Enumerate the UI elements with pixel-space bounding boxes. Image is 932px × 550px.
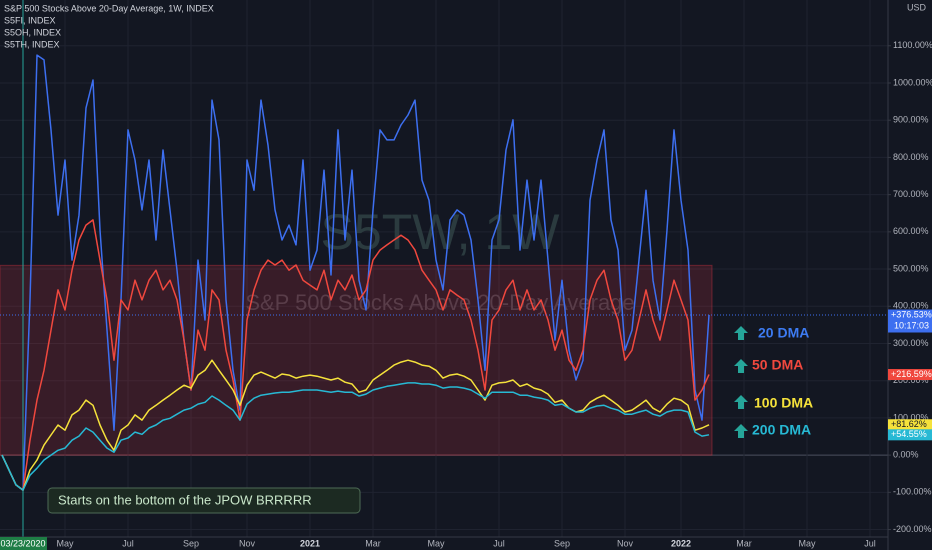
watermark-symbol: S5TW, 1W [321,204,561,260]
y-tick-label: 300.00% [893,338,929,348]
shaded-range [0,264,713,456]
last-value-label: +81.62% [891,419,927,429]
x-tick-label: May [56,538,74,548]
legend-entry: S5OH, INDEX [4,27,61,37]
x-tick-label: 2022 [671,538,691,548]
y-tick-label: -200.00% [893,524,932,534]
annotation: 50 DMA [752,357,803,373]
last-value-box [888,369,932,381]
x-tick-label: 03/23/2020 [0,538,45,548]
annotation: 20 DMA [758,325,809,341]
x-tick-label: Mar [736,538,752,548]
x-tick-label: Jul [122,538,134,548]
legend-title: S&P 500 Stocks Above 20-Day Average, 1W,… [4,3,214,13]
x-tick-label: Jul [493,538,505,548]
x-tick-label: Jul [864,538,876,548]
y-tick-label: 500.00% [893,263,929,273]
last-value-label: +376.53% [891,309,932,319]
x-tick-label: Mar [365,538,381,548]
arrow-icon [734,359,748,373]
last-value-label: +216.59% [891,369,932,379]
series-line [1,382,710,491]
y-tick-label: -100.00% [893,487,932,497]
last-value-label: +54.55% [891,429,927,439]
x-tick-label: Nov [617,538,634,548]
plot [0,0,888,537]
axes: -200.00% -100.00% 0.00% 100.00% 200.00% 300.0… [0,40,932,550]
arrow-icon [734,424,748,438]
last-value-box [888,309,932,333]
last-value-box [888,419,932,431]
callout-box [47,487,361,514]
y-tick-label: 800.00% [893,152,929,162]
x-tick-label: Nov [239,538,256,548]
arrow-icon [734,395,748,409]
x-tick-label: Sep [183,538,199,548]
currency-label: USD [907,2,927,12]
arrow-icon [734,326,748,340]
y-tick-label: 200.00% [893,375,929,385]
y-tick-label: 900.00% [893,115,929,125]
y-tick-label: 400.00% [893,301,929,311]
legend-entry: S5FI, INDEX [4,15,56,25]
y-tick-label: 1000.00% [893,77,932,87]
crosshair-label-box [0,537,47,550]
series-line [1,219,710,491]
y-tick-label: 1100.00% [893,40,932,50]
x-tick-label: 2021 [300,538,320,548]
x-tick-label: May [427,538,445,548]
y-tick-label: 0.00% [893,450,919,460]
x-tick-label: May [798,538,816,548]
legend-entry: S5TH, INDEX [4,39,60,49]
last-value-box [888,429,932,441]
grid [0,0,888,537]
annotations: 20 DMA 50 DMA 100 DMA 200 DMA [734,325,813,438]
y-tick-label: 700.00% [893,189,929,199]
callout-text: Starts on the bottom of the JPOW BRRRRR [58,492,312,507]
series-line [1,359,710,491]
countdown-label: 10:17:03 [894,320,929,330]
y-tick-label: 600.00% [893,226,929,236]
series-line [1,54,710,491]
annotation: 100 DMA [754,395,813,411]
x-tick-label: Sep [554,538,570,548]
annotation: 200 DMA [752,422,811,438]
y-tick-label: 100.00% [893,412,929,422]
